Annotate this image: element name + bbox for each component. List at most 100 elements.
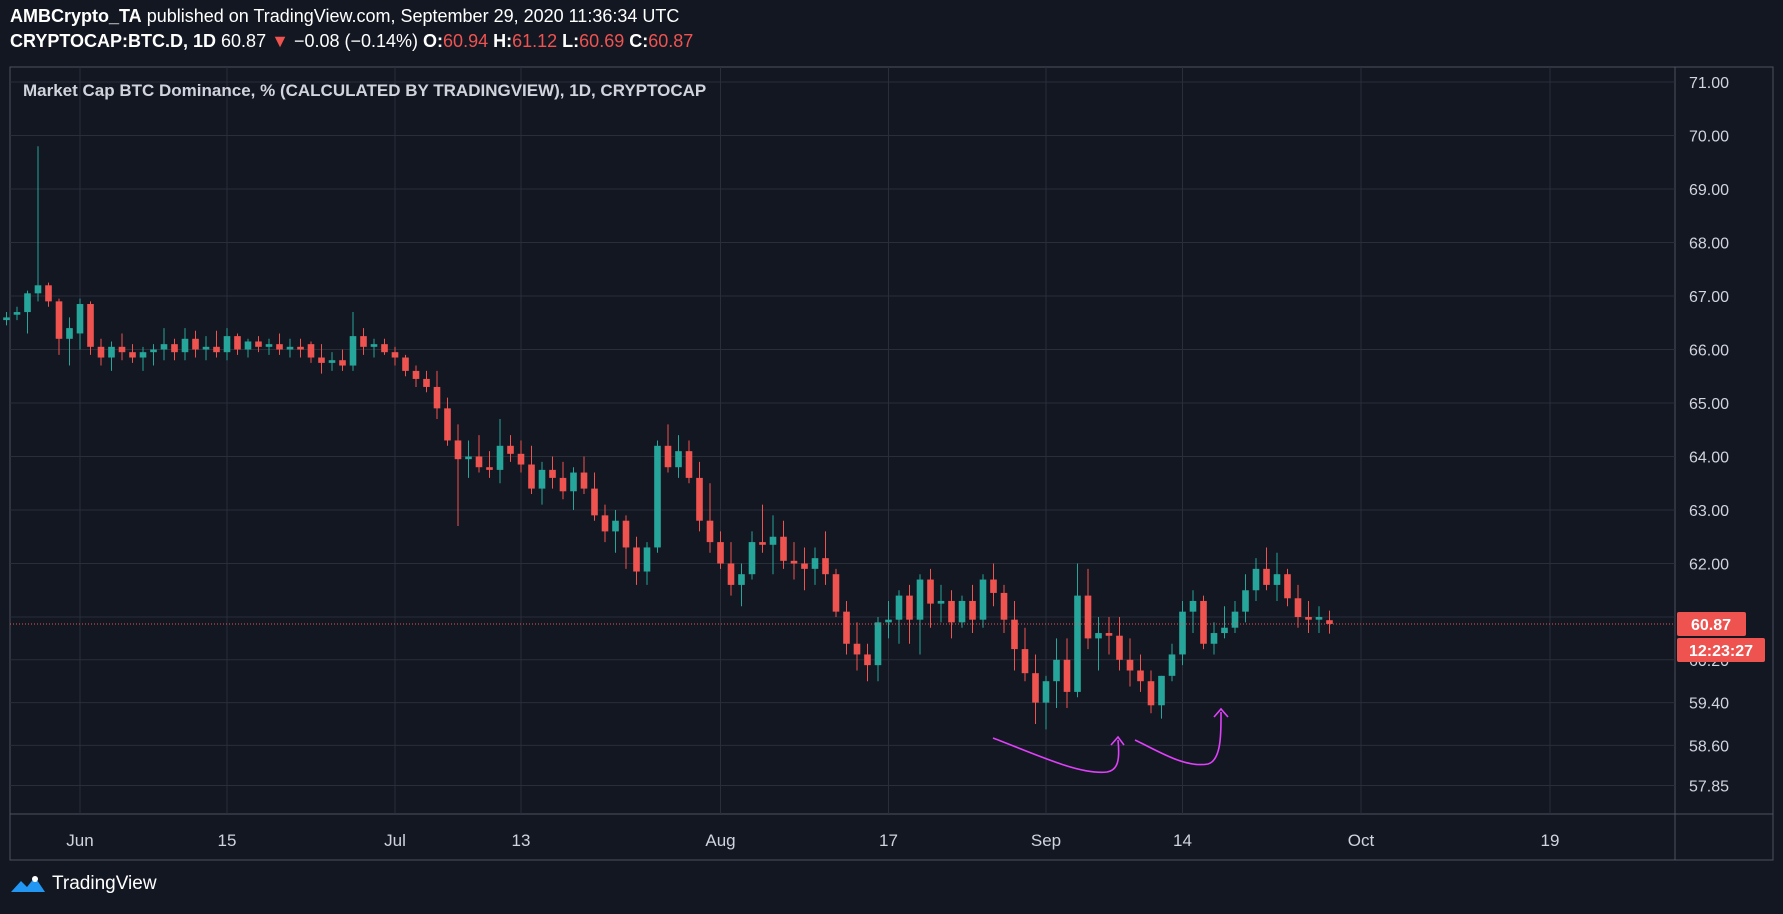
y-tick-label: 68.00 [1689, 236, 1729, 253]
chart-grid [9, 66, 1774, 861]
published-text: published on TradingView.com, September … [146, 6, 680, 26]
candle-body [864, 654, 871, 666]
candle-body [874, 622, 882, 666]
publish-info: AMBCrypto_TA published on TradingView.co… [10, 6, 679, 27]
y-tick-label: 62.00 [1689, 557, 1729, 574]
candle-body [675, 451, 682, 468]
candle-body [790, 560, 798, 564]
symbol-info: CRYPTOCAP:BTC.D, 1D 60.87 ▼ −0.08 (−0.14… [10, 31, 693, 52]
candle-body [1189, 600, 1197, 612]
candle-body [528, 464, 535, 489]
candle-body [171, 344, 178, 353]
candle-body [108, 346, 115, 358]
tradingview-brand[interactable]: TradingView [10, 873, 157, 895]
annotations [992, 707, 1229, 774]
x-tick-label: 14 [1173, 831, 1192, 850]
bottom-arrow-1 [992, 737, 1120, 774]
candle-body [265, 344, 273, 347]
y-tick-label: 66.00 [1689, 343, 1729, 360]
candle-body [853, 643, 861, 655]
price-labels: 60.87 12:23:27 [10, 611, 1765, 662]
candle-body [433, 386, 441, 409]
candle-body [738, 574, 745, 585]
candle-body [769, 536, 777, 545]
high-value: 61.12 [512, 31, 558, 51]
y-tick-label: 65.00 [1689, 396, 1729, 413]
candle-body [97, 346, 105, 358]
candle-body [1032, 673, 1039, 703]
candle-body [1053, 659, 1060, 682]
candle-body [1074, 595, 1081, 692]
candle-body [381, 344, 388, 353]
candle-body [318, 357, 325, 363]
y-tick-label: 67.00 [1689, 289, 1729, 306]
candle-body [1000, 592, 1008, 620]
candle-body [1158, 675, 1165, 706]
brand-name: TradingView [52, 873, 157, 894]
x-tick-label: Aug [705, 831, 735, 850]
y-tick-label: 63.00 [1689, 503, 1729, 520]
candle-body [580, 472, 588, 489]
candle-body [223, 336, 231, 353]
candle-body [244, 341, 252, 350]
x-tick-label: Sep [1031, 831, 1061, 850]
candle-body [328, 360, 336, 363]
candle-body [150, 349, 157, 353]
candle-body [402, 357, 409, 371]
y-tick-label: 57.85 [1689, 779, 1729, 796]
candle-body [1263, 568, 1270, 585]
low-value: 60.69 [579, 31, 625, 51]
last-price: 60.87 [221, 31, 267, 51]
candle-body [801, 563, 808, 569]
candle-body [906, 595, 913, 620]
time-axis[interactable]: Jun 15 Jul 13 Aug 17 Sep 14 Oct 19 [66, 831, 1559, 850]
candle-body [1242, 590, 1249, 612]
tradingview-logo-icon [11, 876, 45, 892]
candle-body [87, 304, 94, 347]
candle-body [1315, 617, 1323, 620]
x-tick-label: 17 [879, 831, 898, 850]
candle-body [423, 378, 430, 387]
candle-body [118, 346, 126, 353]
candle-body [927, 579, 934, 604]
x-tick-label: 15 [218, 831, 237, 850]
candle-body [727, 563, 735, 585]
candle-body [297, 346, 304, 350]
last-price-tag [1677, 611, 1746, 636]
y-tick-label: 71.00 [1689, 75, 1729, 92]
publisher-name[interactable]: AMBCrypto_TA [10, 6, 142, 26]
candle-body [948, 600, 955, 623]
candle-body [612, 520, 619, 532]
x-tick-label: Oct [1348, 831, 1375, 850]
candle-body [1210, 633, 1218, 644]
price-axis[interactable]: 71.00 70.00 69.00 68.00 67.00 66.00 65.00 64.00… [1689, 75, 1729, 796]
candle-body [1042, 681, 1050, 703]
candle-body [822, 558, 829, 575]
candle-body [780, 536, 787, 561]
candle-body [717, 542, 724, 564]
candle-body [1231, 611, 1239, 628]
candle-body [843, 611, 850, 644]
candle-body [286, 346, 294, 350]
candle-body [1284, 574, 1291, 599]
candle-body [706, 520, 714, 543]
candle-body [895, 595, 903, 620]
candle-body [1137, 670, 1144, 682]
candle-body [990, 579, 997, 593]
candle-body [601, 515, 609, 532]
candle-body [160, 344, 168, 350]
x-tick-label: 13 [512, 831, 531, 850]
candle-body [3, 317, 10, 321]
candle-body [339, 360, 346, 366]
candle-body [13, 312, 21, 315]
candle-body [255, 341, 262, 347]
candle-body [475, 456, 483, 468]
x-tick-label: Jul [384, 831, 406, 850]
arrowhead-1 [1110, 735, 1125, 746]
candle-body [1084, 595, 1092, 639]
countdown-tag [1677, 637, 1765, 662]
candle-body [979, 579, 987, 620]
open-value: 60.94 [443, 31, 489, 51]
candle-body [633, 547, 640, 572]
